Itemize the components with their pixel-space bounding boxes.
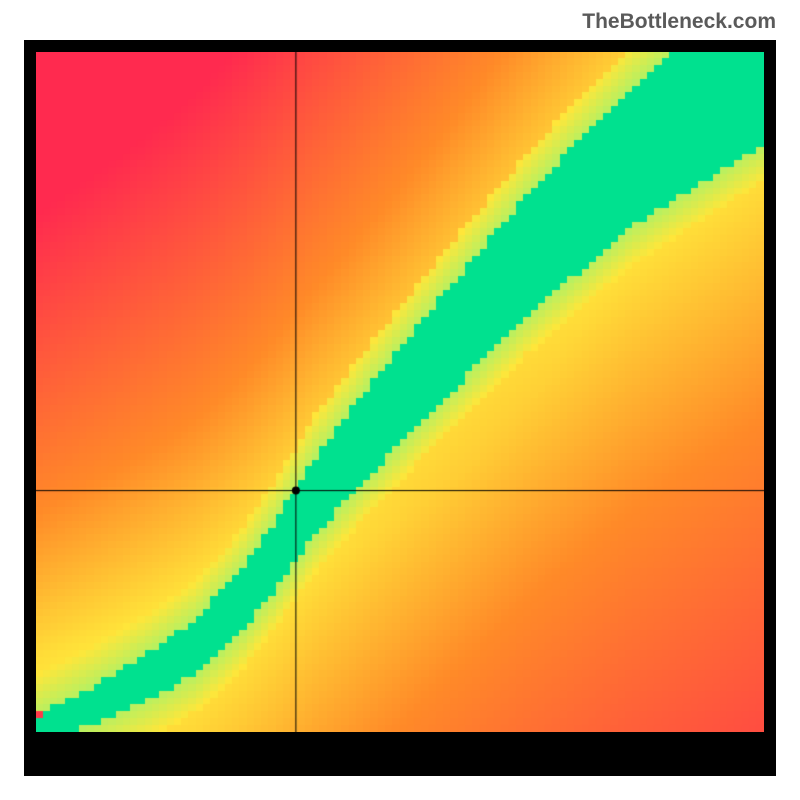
bottleneck-heatmap (36, 52, 764, 732)
chart-frame (24, 40, 776, 776)
attribution-text: TheBottleneck.com (582, 10, 776, 34)
